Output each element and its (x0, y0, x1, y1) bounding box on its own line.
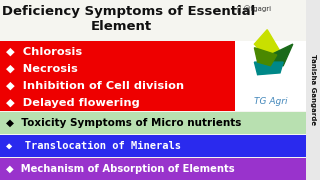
Bar (0, 112, 306, 134)
Bar (306, 0, 320, 180)
Bar (0, 135, 306, 157)
Text: ◆  Mechanism of Absorption of Elements: ◆ Mechanism of Absorption of Elements (6, 164, 234, 174)
Text: ◆ Deficiency Symptoms of Essential
Element: ◆ Deficiency Symptoms of Essential Eleme… (0, 5, 256, 33)
Polygon shape (270, 44, 293, 66)
Text: ◆  Delayed flowering: ◆ Delayed flowering (6, 98, 140, 108)
Bar (0, 158, 306, 180)
Text: ◆  Toxicity Symptoms of Micro nutrients: ◆ Toxicity Symptoms of Micro nutrients (6, 118, 241, 128)
Text: ◆  Translocation of Minerals: ◆ Translocation of Minerals (6, 141, 181, 151)
Text: ◆  Inhibition of Cell division: ◆ Inhibition of Cell division (6, 80, 184, 91)
Text: ◆  Chlorosis: ◆ Chlorosis (6, 46, 82, 56)
Text: TG Agri: TG Agri (254, 97, 287, 106)
Bar (235, 41, 306, 111)
Text: Tanisha Gangarde: Tanisha Gangarde (310, 54, 316, 126)
Polygon shape (254, 62, 283, 75)
Polygon shape (254, 30, 280, 62)
Bar (0, 41, 235, 111)
Text: ⓘ @tgagri: ⓘ @tgagri (237, 5, 271, 13)
Text: ◆  Necrosis: ◆ Necrosis (6, 63, 77, 73)
Polygon shape (254, 48, 277, 66)
